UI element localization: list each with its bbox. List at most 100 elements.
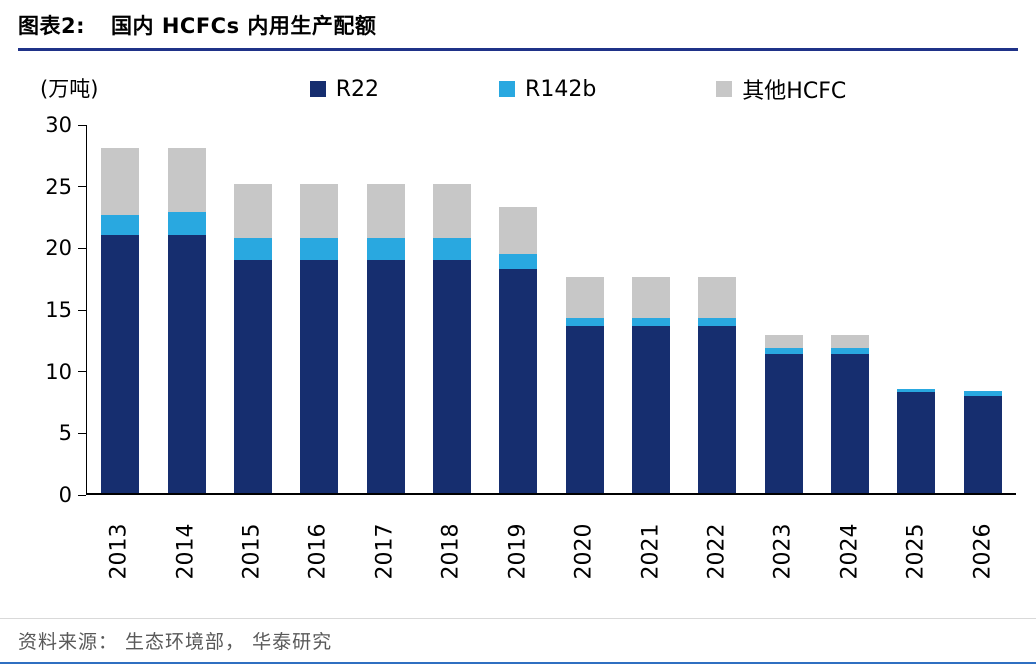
y-tick-label: 25 — [45, 174, 72, 199]
bar-segment-R142b — [432, 237, 471, 260]
legend-item-r22: R22 — [309, 73, 380, 105]
bar-segment-其他HCFC — [233, 183, 272, 238]
bar-segment-R22 — [167, 235, 206, 493]
bar-segment-R142b — [565, 317, 604, 327]
bar-segment-R22 — [963, 396, 1002, 493]
stacked-bar-2013 — [101, 125, 140, 493]
stacked-bar-2016 — [300, 125, 339, 493]
bar-slot-2022 — [684, 125, 750, 493]
bar-segment-R142b — [963, 391, 1002, 397]
stacked-bar-2022 — [698, 125, 737, 493]
bar-segment-R22 — [831, 354, 870, 493]
bar-segment-其他HCFC — [764, 334, 803, 349]
y-tick-mark — [78, 186, 86, 188]
legend-swatch-other-hcfc — [716, 81, 733, 97]
x-tick-label: 2020 — [571, 523, 597, 580]
y-tick-0: 0 — [59, 483, 86, 507]
bar-slot-2015 — [220, 125, 286, 493]
bar-slot-2025 — [883, 125, 949, 493]
x-tick-2014: 2014 — [152, 501, 218, 605]
x-tick-label: 2026 — [970, 523, 996, 580]
x-tick-2016: 2016 — [285, 501, 351, 605]
bar-segment-其他HCFC — [101, 148, 140, 215]
footer-rule — [0, 662, 1036, 664]
bar-segment-R22 — [764, 354, 803, 493]
y-tick-25: 25 — [45, 175, 86, 199]
bar-slot-2016 — [286, 125, 352, 493]
bar-segment-R142b — [897, 388, 936, 393]
y-tick-mark — [78, 432, 86, 434]
figure-footer: 资料来源： 生态环境部， 华泰研究 — [0, 618, 1036, 664]
bar-segment-R22 — [897, 392, 936, 493]
legend-item-r142b: R142b — [499, 73, 596, 105]
legend-label-r142b: R142b — [525, 76, 597, 102]
stacked-bar-2015 — [233, 125, 272, 493]
y-tick-20: 20 — [45, 236, 86, 260]
x-tick-2019: 2019 — [485, 501, 551, 605]
bar-segment-R142b — [632, 317, 671, 327]
x-tick-2015: 2015 — [219, 501, 285, 605]
y-tick-mark — [78, 247, 86, 249]
bar-segment-R142b — [101, 214, 140, 236]
x-tick-2018: 2018 — [418, 501, 484, 605]
x-axis-labels: 2013 2014 2015 2016 2017 2018 2019 2020 2021 2022… — [86, 501, 1016, 605]
y-tick-mark — [78, 124, 86, 126]
legend-label-other-hcfc: 其他HCFC — [742, 79, 847, 104]
legend-swatch-r22 — [309, 81, 326, 97]
legend-swatch-r142b — [499, 81, 516, 97]
x-tick-2025: 2025 — [883, 501, 949, 605]
source-text: 资料来源： 生态环境部， 华泰研究 — [18, 631, 333, 653]
plot-wrapper: 0 5 10 15 20 25 30 — [24, 113, 1016, 507]
plot-area — [86, 125, 1016, 495]
legend-label-r22: R22 — [335, 76, 380, 102]
bar-segment-R142b — [499, 253, 538, 269]
x-tick-label: 2019 — [505, 523, 531, 580]
x-tick-label: 2017 — [372, 523, 398, 580]
bar-segment-R22 — [101, 235, 140, 493]
bar-segment-其他HCFC — [167, 148, 206, 213]
y-axis: 0 5 10 15 20 25 30 — [24, 113, 86, 507]
y-tick-mark — [78, 371, 86, 373]
x-tick-2023: 2023 — [750, 501, 816, 605]
bar-segment-R142b — [831, 348, 870, 355]
x-tick-2022: 2022 — [684, 501, 750, 605]
stacked-bar-2026 — [963, 125, 1002, 493]
footer-separator — [0, 618, 1036, 619]
legend-item-other-hcfc: 其他HCFC — [716, 73, 846, 105]
bar-slot-2019 — [485, 125, 551, 493]
bar-segment-R142b — [233, 237, 272, 260]
x-tick-2021: 2021 — [617, 501, 683, 605]
x-tick-label: 2024 — [837, 523, 863, 580]
bar-segment-其他HCFC — [432, 183, 471, 238]
bar-segment-其他HCFC — [565, 277, 604, 318]
bar-segment-R142b — [300, 237, 339, 260]
stacked-bar-2021 — [632, 125, 671, 493]
x-tick-2013: 2013 — [86, 501, 152, 605]
y-tick-label: 5 — [58, 421, 72, 446]
x-tick-label: 2022 — [704, 523, 730, 580]
y-tick-label: 10 — [45, 359, 72, 384]
x-tick-label: 2016 — [305, 523, 331, 580]
figure-title-text: 国内 HCFCs 内用生产配额 — [111, 14, 377, 38]
figure-header: 图表2: 国内 HCFCs 内用生产配额 — [0, 0, 1036, 40]
y-tick-label: 0 — [58, 483, 72, 507]
bar-slot-2024 — [817, 125, 883, 493]
bar-slot-2013 — [87, 125, 153, 493]
y-tick-5: 5 — [59, 421, 86, 445]
bar-slot-2020 — [552, 125, 618, 493]
x-tick-2017: 2017 — [352, 501, 418, 605]
bar-segment-R22 — [698, 326, 737, 493]
bar-segment-R142b — [167, 212, 206, 236]
bar-slot-2014 — [153, 125, 219, 493]
x-tick-label: 2014 — [173, 523, 199, 580]
stacked-bar-2024 — [831, 125, 870, 493]
bar-segment-R142b — [764, 348, 803, 355]
stacked-bar-2017 — [366, 125, 405, 493]
bar-segment-其他HCFC — [366, 183, 405, 238]
y-tick-label: 30 — [45, 113, 72, 137]
bar-segment-R142b — [366, 237, 405, 260]
bar-segment-R22 — [432, 259, 471, 493]
x-tick-2020: 2020 — [551, 501, 617, 605]
y-tick-10: 10 — [45, 360, 86, 384]
